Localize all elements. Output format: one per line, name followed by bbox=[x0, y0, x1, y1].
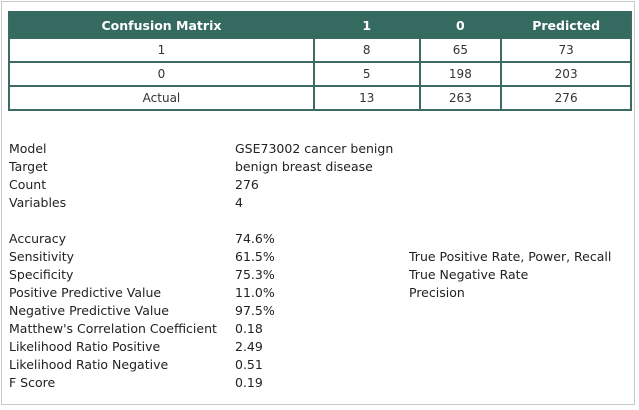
metric-label: Model bbox=[9, 141, 47, 156]
confusion-matrix-table: Confusion Matrix 1 0 Predicted 1 8 65 73… bbox=[8, 11, 632, 111]
metric-label: Specificity bbox=[9, 267, 74, 282]
metric-value: 4 bbox=[235, 195, 243, 210]
metric-value: 74.6% bbox=[235, 231, 275, 246]
metric-label: Negative Predictive Value bbox=[9, 303, 169, 318]
metric-value: 11.0% bbox=[235, 285, 275, 300]
table-header-row: Confusion Matrix 1 0 Predicted bbox=[9, 12, 631, 38]
metric-label: Likelihood Ratio Negative bbox=[9, 357, 169, 372]
cell-value: 8 bbox=[313, 38, 420, 62]
row-label: 1 bbox=[9, 38, 314, 62]
metric-label: Likelihood Ratio Positive bbox=[9, 339, 161, 354]
metric-note: True Positive Rate, Power, Recall bbox=[409, 249, 612, 264]
cell-value: 263 bbox=[419, 86, 502, 110]
table-row: Actual 13 263 276 bbox=[9, 86, 631, 110]
metric-value: 75.3% bbox=[235, 267, 275, 282]
cell-value: 13 bbox=[313, 86, 420, 110]
cell-value: 203 bbox=[501, 62, 631, 86]
metric-label: F Score bbox=[9, 375, 56, 390]
metric-label: Accuracy bbox=[9, 231, 67, 246]
cell-value: 5 bbox=[313, 62, 420, 86]
header-predicted-0: 0 bbox=[419, 12, 502, 38]
cell-value: 65 bbox=[419, 38, 502, 62]
table-row: 1 8 65 73 bbox=[9, 38, 631, 62]
header-confusion-matrix: Confusion Matrix bbox=[9, 12, 314, 38]
cell-value: 73 bbox=[501, 38, 631, 62]
metric-value: GSE73002 cancer benign bbox=[235, 141, 394, 156]
metric-value: 61.5% bbox=[235, 249, 275, 264]
metric-label: Positive Predictive Value bbox=[9, 285, 162, 300]
metric-value: 0.19 bbox=[235, 375, 263, 390]
metric-value: 97.5% bbox=[235, 303, 275, 318]
table-row: 0 5 198 203 bbox=[9, 62, 631, 86]
metric-value: 2.49 bbox=[235, 339, 263, 354]
metric-label: Sensitivity bbox=[9, 249, 75, 264]
cell-value: 276 bbox=[501, 86, 631, 110]
header-predicted-total: Predicted bbox=[501, 12, 631, 38]
metric-label: Count bbox=[9, 177, 47, 192]
header-predicted-1: 1 bbox=[313, 12, 420, 38]
metric-label: Variables bbox=[9, 195, 67, 210]
cell-value: 198 bbox=[419, 62, 502, 86]
row-label: 0 bbox=[9, 62, 314, 86]
row-label: Actual bbox=[9, 86, 314, 110]
metric-value: 0.18 bbox=[235, 321, 263, 336]
metric-label: Matthew's Correlation Coefficient bbox=[9, 321, 217, 336]
metric-label: Target bbox=[9, 159, 48, 174]
metric-value: 0.51 bbox=[235, 357, 263, 372]
metric-value: 276 bbox=[235, 177, 259, 192]
metric-note: True Negative Rate bbox=[409, 267, 529, 282]
metric-value: benign breast disease bbox=[235, 159, 373, 174]
results-panel: Confusion Matrix 1 0 Predicted 1 8 65 73… bbox=[1, 1, 635, 405]
metric-note: Precision bbox=[409, 285, 465, 300]
